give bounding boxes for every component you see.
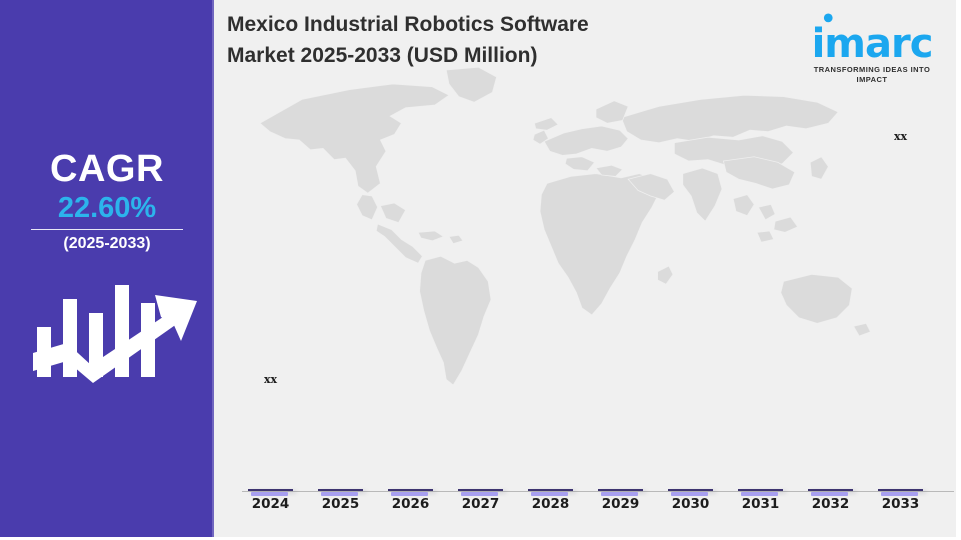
bar-plot: xx 2024 2025 2026 2027 2028 2029 2030 2031 2032 xx…: [214, 0, 956, 537]
bar-group: [668, 243, 713, 496]
x-axis-tick-2031: 2031: [741, 496, 780, 512]
bar-top-highlight: [461, 492, 498, 496]
cagr-period: (2025-2033): [63, 235, 151, 252]
bar-2024[interactable]: [248, 489, 293, 496]
page-title-line2: Market 2025-2033 (USD Million): [227, 44, 538, 67]
panel-edge: [212, 0, 214, 537]
axis-baseline: [242, 491, 954, 492]
logo-wordmark: imarc: [811, 21, 934, 67]
cagr-panel: CAGR 22.60% (2025-2033): [0, 0, 214, 537]
bar-2027[interactable]: [458, 489, 503, 496]
bar-top-highlight: [811, 492, 848, 496]
bar-top-highlight: [321, 492, 358, 496]
bar-2033[interactable]: [878, 489, 923, 496]
logo-tagline: TRANSFORMING IDEAS INTO IMPACT: [813, 65, 931, 84]
bar-2025[interactable]: [318, 489, 363, 496]
bar-2028[interactable]: [528, 489, 573, 496]
growth-bar-chart-arrow-icon: [33, 285, 197, 383]
x-axis-tick-2025: 2025: [321, 496, 360, 512]
bar-group: xx: [248, 373, 293, 496]
chart-area: Mexico Industrial Robotics Software Mark…: [214, 0, 956, 537]
bar-group: [598, 287, 643, 496]
bar-group: [808, 190, 853, 496]
bar-group: [388, 352, 433, 496]
bar-2026[interactable]: [388, 489, 433, 496]
cagr-value: 22.60%: [57, 192, 157, 224]
x-axis-tick-2024: 2024: [251, 496, 290, 512]
x-axis-tick-2032: 2032: [811, 496, 850, 512]
bar-top-highlight: [601, 492, 638, 496]
x-axis-tick-2027: 2027: [461, 496, 500, 512]
bar-value-label: xx: [893, 130, 908, 143]
page-title-line1: Mexico Industrial Robotics Software: [227, 13, 589, 36]
x-axis-tick-2030: 2030: [671, 496, 710, 512]
bar-group: [318, 371, 363, 496]
bar-group: xx: [878, 130, 923, 496]
logo-dot-icon: [823, 13, 833, 23]
x-axis-tick-2029: 2029: [601, 496, 640, 512]
page-title: Mexico Industrial Robotics Software Mark…: [227, 9, 747, 71]
bar-top-highlight: [671, 492, 708, 496]
bar-top-highlight: [881, 492, 918, 496]
bar-top-highlight: [251, 492, 288, 496]
x-axis-tick-2033: 2033: [881, 496, 920, 512]
bar-top-highlight: [531, 492, 568, 496]
imarc-logo: imarc TRANSFORMING IDEAS INTO IMPACT: [798, 10, 946, 84]
bar-2032[interactable]: [808, 489, 853, 496]
bar-top-highlight: [741, 492, 778, 496]
bar-group: [458, 333, 503, 496]
bar-2031[interactable]: [738, 489, 783, 496]
bar-2029[interactable]: [598, 489, 643, 496]
x-axis-tick-2026: 2026: [391, 496, 430, 512]
bar-value-label: xx: [263, 373, 278, 386]
cagr-block: CAGR 22.60% (2025-2033): [0, 148, 214, 254]
cagr-divider: [31, 229, 183, 230]
bar-group: [528, 314, 573, 496]
bar-2030[interactable]: [668, 489, 713, 496]
bar-top-highlight: [391, 492, 428, 496]
world-map-icon: [259, 66, 871, 386]
x-axis-tick-2028: 2028: [531, 496, 570, 512]
bar-group: [738, 220, 783, 496]
cagr-label: CAGR: [50, 148, 164, 190]
